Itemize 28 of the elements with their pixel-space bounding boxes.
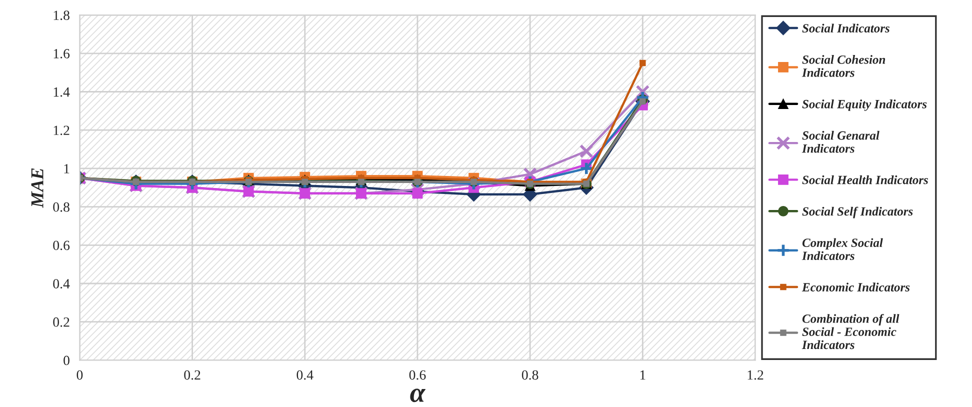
x-tick-label: 1 — [640, 370, 646, 380]
legend-label: Social Equity Indicators — [802, 100, 927, 111]
y-tick-label: 1 — [64, 164, 70, 174]
y-tick-label: 1.4 — [54, 87, 70, 97]
y-tick-label: 1.8 — [54, 10, 70, 20]
y-tick-label: 1.2 — [54, 126, 70, 136]
legend-label: Social Self Indicators — [802, 206, 913, 218]
legend-label: Economic Indicators — [802, 282, 910, 292]
legend-label: Social Cohesion Indicators — [802, 55, 886, 77]
legend-label: Combination of all Social - Economic Indicators — [802, 314, 900, 350]
y-tick-label: 0.6 — [53, 240, 70, 250]
x-tick-label: 0.2 — [184, 370, 200, 380]
x-tick-label: 0.4 — [296, 370, 314, 380]
y-axis-title: MAE — [31, 168, 44, 208]
x-tick-label: 1.2 — [748, 370, 764, 380]
legend-label: Complex Social Indicators — [802, 238, 883, 260]
legend-label: Social Indicators — [802, 24, 890, 33]
y-tick-label: 1.6 — [54, 49, 70, 58]
x-tick-label: 0.6 — [409, 370, 426, 380]
x-axis-title: α — [410, 388, 426, 402]
y-tick-label: 0 — [64, 356, 70, 366]
y-tick-label: 0.8 — [53, 202, 70, 212]
y-tick-label: 0.4 — [53, 279, 70, 289]
x-tick-label: 0.8 — [522, 370, 538, 380]
legend-label: Social Genaral Indicators — [802, 130, 880, 153]
y-tick-label: 0.2 — [53, 317, 70, 327]
legend-label: Social Health Indicators — [802, 175, 928, 184]
x-tick-label: 0 — [76, 370, 83, 380]
